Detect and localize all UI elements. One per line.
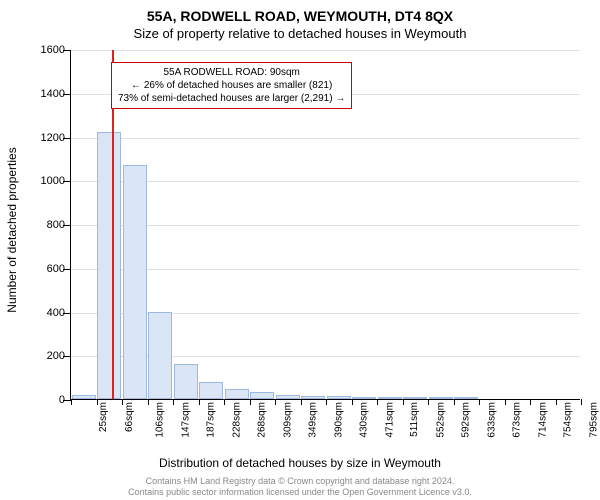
annotation-line1: 55A RODWELL ROAD: 90sqm: [118, 66, 345, 79]
x-tick: [403, 399, 404, 405]
x-tick-label: 187sqm: [206, 402, 217, 438]
x-tick: [71, 399, 72, 405]
y-tick-label: 1200: [23, 132, 65, 144]
x-tick-label: 390sqm: [333, 402, 344, 438]
y-tick-label: 600: [23, 263, 65, 275]
histogram-bar: [403, 397, 427, 399]
histogram-bar: [352, 397, 376, 399]
histogram-bar: [97, 132, 121, 399]
chart-title-main: 55A, RODWELL ROAD, WEYMOUTH, DT4 8QX: [0, 8, 600, 24]
x-tick-label: 106sqm: [155, 402, 166, 438]
x-tick: [352, 399, 353, 405]
histogram-bar: [72, 395, 96, 399]
x-tick-label: 309sqm: [282, 402, 293, 438]
x-tick-label: 228sqm: [231, 402, 242, 438]
x-tick: [326, 399, 327, 405]
x-tick: [505, 399, 506, 405]
annotation-line3: 73% of semi-detached houses are larger (…: [118, 92, 345, 105]
x-tick: [556, 399, 557, 405]
y-tick-label: 1400: [23, 88, 65, 100]
x-tick: [301, 399, 302, 405]
x-tick-label: 754sqm: [563, 402, 574, 438]
histogram-bar: [123, 165, 147, 399]
footer-attribution: Contains HM Land Registry data © Crown c…: [0, 476, 600, 498]
histogram-bar: [327, 396, 351, 399]
histogram-bar: [199, 382, 223, 400]
x-tick-label: 147sqm: [180, 402, 191, 438]
x-tick-label: 714sqm: [537, 402, 548, 438]
x-tick-label: 349sqm: [308, 402, 319, 438]
y-tick-label: 1600: [23, 44, 65, 56]
x-tick: [454, 399, 455, 405]
y-tick-label: 400: [23, 307, 65, 319]
y-tick-label: 0: [23, 394, 65, 406]
x-tick: [199, 399, 200, 405]
y-tick-label: 800: [23, 219, 65, 231]
plot-area: 0200400600800100012001400160025sqm66sqm1…: [70, 50, 580, 400]
x-tick-label: 511sqm: [409, 402, 420, 437]
gridline-h: [71, 138, 580, 139]
x-tick: [479, 399, 480, 405]
x-tick-label: 471sqm: [384, 402, 395, 438]
x-tick: [275, 399, 276, 405]
x-tick-label: 673sqm: [512, 402, 523, 438]
x-tick: [530, 399, 531, 405]
footer-line2: Contains public sector information licen…: [0, 487, 600, 498]
gridline-h: [71, 269, 580, 270]
x-tick-label: 268sqm: [257, 402, 268, 438]
gridline-h: [71, 50, 580, 51]
histogram-bar: [148, 312, 172, 400]
y-tick-label: 200: [23, 350, 65, 362]
histogram-bar: [276, 395, 300, 399]
gridline-h: [71, 225, 580, 226]
y-tick-label: 1000: [23, 175, 65, 187]
x-axis-label: Distribution of detached houses by size …: [0, 456, 600, 470]
x-tick-label: 552sqm: [435, 402, 446, 438]
x-tick: [377, 399, 378, 405]
y-axis-label: Number of detached properties: [5, 147, 19, 312]
histogram-bar: [378, 397, 402, 399]
histogram-bar: [250, 392, 274, 399]
chart-title-sub: Size of property relative to detached ho…: [0, 26, 600, 41]
annotation-line2: ← 26% of detached houses are smaller (82…: [118, 79, 345, 92]
x-tick-label: 633sqm: [486, 402, 497, 438]
x-tick-label: 66sqm: [124, 402, 135, 432]
x-tick: [148, 399, 149, 405]
histogram-bar: [301, 396, 325, 399]
histogram-bar: [429, 397, 453, 399]
footer-line1: Contains HM Land Registry data © Crown c…: [0, 476, 600, 487]
x-tick-label: 25sqm: [98, 402, 109, 432]
x-tick: [224, 399, 225, 405]
x-tick: [122, 399, 123, 405]
histogram-bar: [225, 389, 249, 400]
x-tick-label: 430sqm: [359, 402, 370, 438]
chart-container: 55A, RODWELL ROAD, WEYMOUTH, DT4 8QX Siz…: [0, 0, 600, 500]
x-tick: [428, 399, 429, 405]
annotation-box: 55A RODWELL ROAD: 90sqm ← 26% of detache…: [111, 62, 352, 109]
x-tick-label: 592sqm: [461, 402, 472, 438]
gridline-h: [71, 181, 580, 182]
x-tick: [581, 399, 582, 405]
histogram-bar: [454, 397, 478, 399]
x-tick-label: 795sqm: [588, 402, 599, 438]
x-tick: [250, 399, 251, 405]
x-tick: [173, 399, 174, 405]
histogram-bar: [174, 364, 198, 399]
x-tick: [97, 399, 98, 405]
